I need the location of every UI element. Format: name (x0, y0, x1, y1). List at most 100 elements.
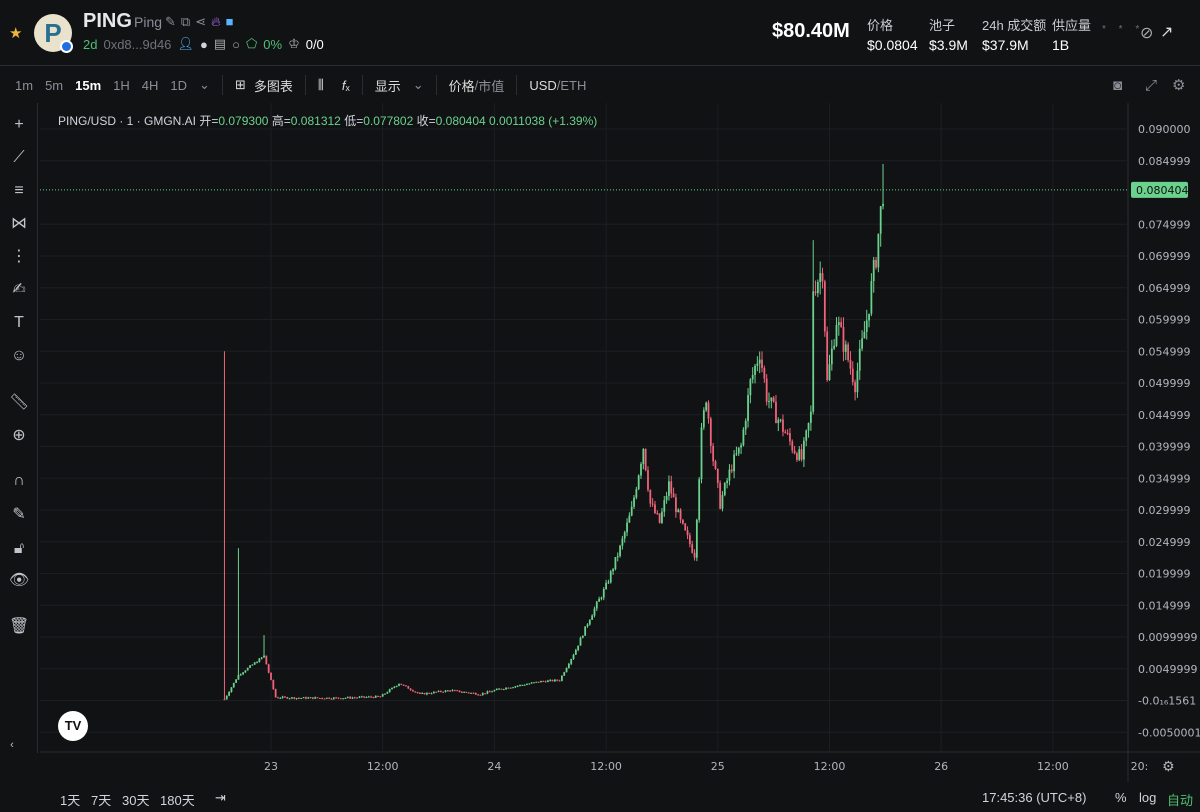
holders-pct: 0% (263, 36, 283, 52)
interval-5m[interactable]: 5m (45, 77, 64, 93)
crosshair-icon[interactable]: + (14, 116, 24, 133)
candle-body (507, 687, 510, 689)
toggle-usd[interactable]: USD (529, 77, 557, 93)
fib-icon[interactable]: ⋮ (11, 248, 27, 265)
add-chart-icon[interactable]: ⊞ (234, 77, 246, 92)
candle-body (623, 532, 626, 539)
interval-1d[interactable]: 1D (170, 77, 188, 93)
search-icon[interactable]: ○ (232, 36, 240, 52)
candle-body (707, 402, 710, 419)
candle-body (465, 691, 468, 693)
candle-body (370, 696, 372, 698)
range-7d[interactable]: 7天 (91, 793, 112, 808)
y-tick-label: 0.090000 (1138, 123, 1191, 136)
lock-drawing-icon[interactable]: ✎ (12, 506, 26, 523)
twitter-badge-icon[interactable]: ■ (225, 14, 234, 29)
text-icon[interactable]: T (14, 314, 24, 331)
candle-body (491, 691, 493, 693)
y-tick-label: 0.044999 (1138, 409, 1191, 422)
collapse-chevron-icon[interactable]: ‹ (10, 739, 14, 751)
chevron-down-icon[interactable]: ⌄ (412, 77, 424, 92)
candle-body (798, 449, 801, 460)
magnet-icon[interactable]: ∩ (13, 472, 25, 489)
log-toggle[interactable]: log (1139, 790, 1157, 805)
clock-time[interactable]: 17:45:36 (UTC+8) (982, 790, 1087, 805)
x-tick-label: 26 (934, 760, 948, 773)
auto-toggle[interactable]: 自动 (1167, 793, 1194, 808)
candle-body (633, 497, 635, 507)
lock-icon[interactable]: 🔓︎ (13, 540, 25, 557)
price-chart[interactable]: 0.090000 0.084999 0.074999 0.069999 0.064999… (0, 0, 1200, 782)
ruler-icon[interactable]: 📏︎ (9, 394, 30, 411)
external-link-icon[interactable]: ↗ (1160, 24, 1174, 41)
interval-15m[interactable]: 15m (75, 77, 102, 93)
candle-body (295, 698, 298, 700)
indicators-fx-icon[interactable]: fₓ (341, 77, 350, 93)
contract-address[interactable]: 0xd8...9d46 (103, 36, 172, 52)
range-30d[interactable]: 30天 (122, 793, 150, 808)
eye-icon[interactable]: 👁︎ (9, 572, 30, 589)
candle-body (284, 696, 286, 698)
note-icon[interactable]: ▤ (213, 36, 227, 51)
tradingview-logo[interactable]: TV (58, 711, 88, 741)
multi-chart-button[interactable]: 多图表 (253, 78, 293, 94)
candle-body (870, 281, 873, 314)
emoji-icon[interactable]: ☺ (10, 347, 28, 364)
candle-body (842, 327, 845, 352)
dev-icon[interactable]: 👤︎ (177, 36, 194, 51)
candle-body (668, 481, 670, 496)
toggle-mcap[interactable]: 市值 (478, 78, 505, 94)
range-180d[interactable]: 180天 (160, 793, 195, 808)
axis-settings-icon[interactable]: ⚙ (1162, 758, 1175, 774)
candle-body (263, 655, 265, 658)
candle-body (288, 698, 291, 700)
candle-body (339, 698, 342, 700)
candle-body (528, 683, 531, 685)
candle-body (630, 506, 633, 516)
candle-body (384, 693, 386, 695)
candle-body (588, 619, 591, 625)
candle-body (398, 683, 400, 686)
trend-line-icon[interactable]: ⟋ (13, 149, 25, 166)
candle-body (365, 697, 368, 699)
horizontal-lines-icon[interactable]: ≡ (14, 182, 24, 199)
settings-gear-icon[interactable]: ⚙ (1172, 77, 1186, 94)
zoom-in-icon[interactable]: ⊕ (12, 427, 26, 444)
candle-body (702, 410, 705, 428)
interval-4h[interactable]: 4H (141, 77, 159, 93)
favorite-star-icon[interactable]: ★ (9, 25, 23, 42)
candle-body (814, 291, 817, 293)
fullscreen-icon[interactable]: ⤢ (1145, 76, 1158, 94)
candle-body (681, 519, 684, 524)
go-to-date-icon[interactable]: ⇥ (215, 790, 226, 805)
candle-body (367, 696, 370, 698)
token-header: ★ P PING Ping ✎ ⧉ ⋖ 🔥︎ ■ 2d 0xd8...9d46 … (0, 0, 1200, 66)
range-1d[interactable]: 1天 (60, 793, 81, 808)
candle-body (446, 690, 449, 692)
display-button[interactable]: 显示 (374, 78, 401, 94)
candle-body (442, 691, 445, 693)
candle-body (311, 697, 314, 699)
brush-icon[interactable]: ✍ (12, 281, 26, 298)
candle-body (505, 687, 507, 690)
hidden-value: * * * (1102, 24, 1145, 35)
pattern-icon[interactable]: ⋈ (11, 215, 27, 232)
copy-icon[interactable]: ⧉ (180, 14, 191, 29)
trash-icon[interactable]: 🗑︎ (9, 618, 30, 635)
percent-toggle[interactable]: % (1115, 790, 1127, 805)
interval-1m[interactable]: 1m (15, 77, 34, 93)
interval-1h[interactable]: 1H (113, 77, 130, 93)
camera-icon[interactable]: ◙ (1113, 76, 1123, 94)
y-tick-label: 0.069999 (1138, 250, 1191, 263)
candle-body (865, 320, 868, 332)
chevron-down-icon[interactable]: ⌄ (199, 77, 210, 92)
candle-type-icon[interactable]: ⫼ (317, 77, 324, 92)
edit-icon[interactable]: ✎ (165, 14, 176, 29)
hide-eye-icon[interactable]: ⊘ (1140, 25, 1154, 42)
candle-body (693, 552, 696, 558)
share-icon[interactable]: ⋖ (195, 14, 207, 29)
toggle-eth[interactable]: ETH (560, 77, 587, 93)
candle-body (521, 684, 524, 686)
candle-body (728, 469, 731, 481)
toggle-price[interactable]: 价格 (448, 78, 475, 94)
